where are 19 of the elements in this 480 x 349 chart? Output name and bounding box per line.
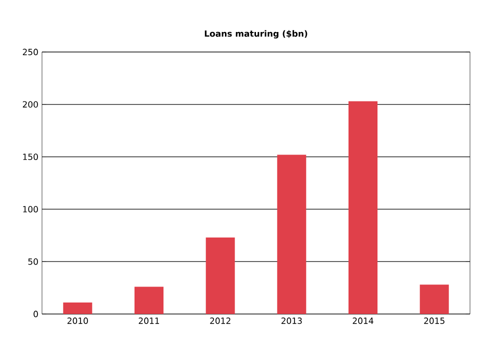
x-tick-label: 2010 <box>67 318 88 324</box>
bar <box>206 238 235 314</box>
y-tick-label: 50 <box>28 258 38 265</box>
bar <box>134 286 164 314</box>
chart-title: Loans maturing ($bn) <box>204 30 308 38</box>
y-tick-label: 200 <box>22 101 38 108</box>
x-tick-label: 2012 <box>210 318 230 324</box>
x-tick-label: 2011 <box>138 318 160 324</box>
bar <box>63 302 92 314</box>
bar <box>277 154 306 314</box>
x-tick-label: 2013 <box>281 318 302 324</box>
x-tick-label: 2015 <box>424 318 444 324</box>
bar <box>420 284 449 314</box>
y-tick-label: 150 <box>23 154 38 160</box>
y-tick-label: 250 <box>22 48 38 56</box>
y-tick-label: 0 <box>34 310 38 318</box>
x-tick-label: 2014 <box>352 318 374 324</box>
y-tick-label: 100 <box>23 206 38 212</box>
bar <box>348 101 378 314</box>
